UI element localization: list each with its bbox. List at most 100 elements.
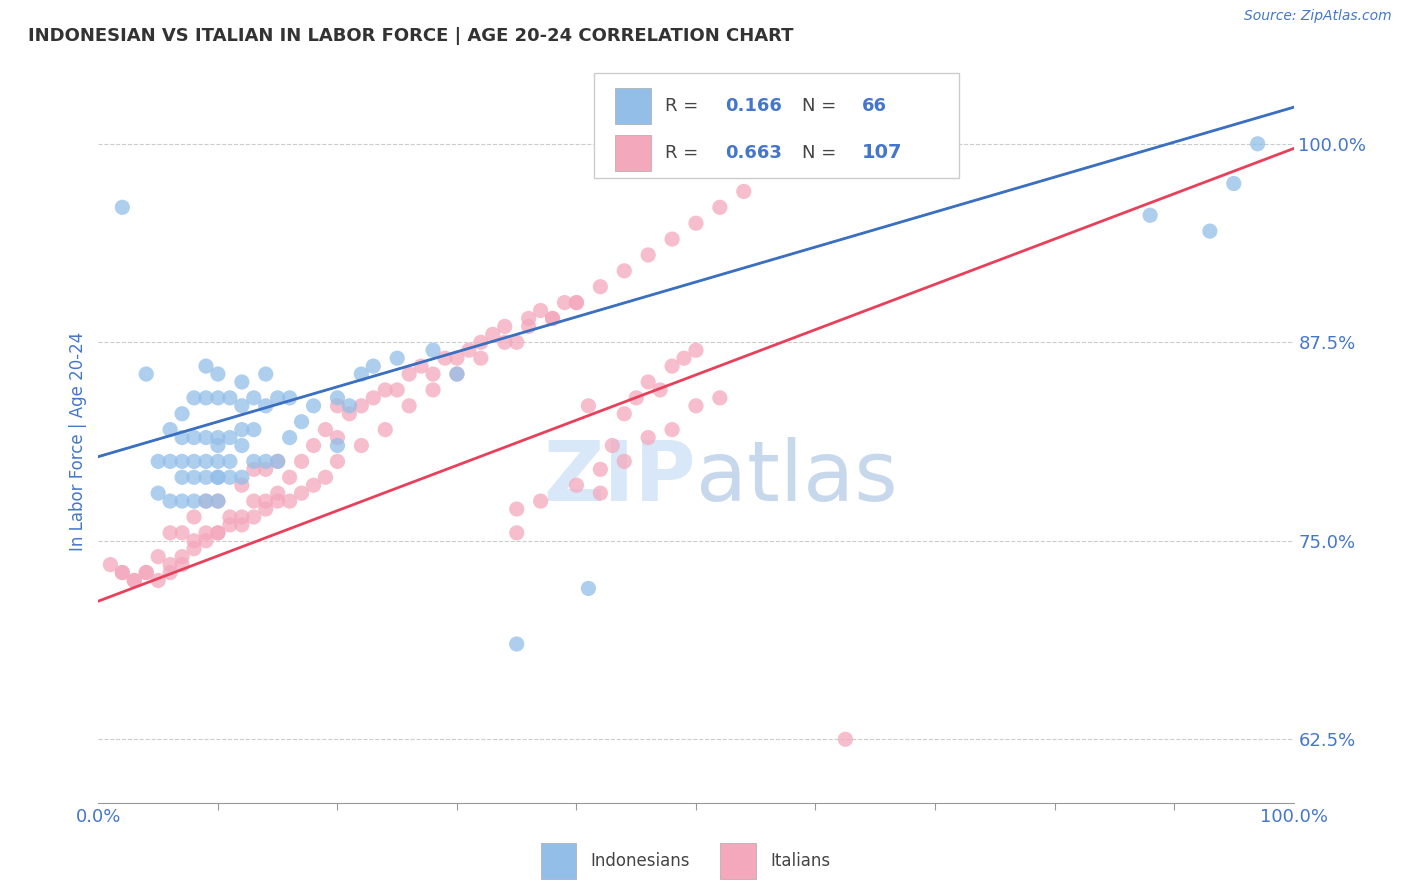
Point <box>243 391 266 405</box>
Point <box>219 510 242 524</box>
Point <box>183 431 205 445</box>
Point <box>565 295 588 310</box>
Point <box>207 525 229 540</box>
Point <box>243 462 266 476</box>
Point <box>195 525 218 540</box>
Point <box>195 533 218 548</box>
FancyBboxPatch shape <box>720 843 756 879</box>
Point <box>326 438 349 452</box>
Text: R =: R = <box>665 97 704 115</box>
Point <box>506 637 529 651</box>
Point <box>506 335 529 350</box>
Point <box>326 454 349 468</box>
Point <box>481 327 505 342</box>
Point <box>148 574 170 588</box>
Point <box>326 399 349 413</box>
Point <box>374 423 396 437</box>
Point <box>291 454 314 468</box>
Point <box>231 478 253 492</box>
Point <box>302 438 325 452</box>
Point <box>458 343 481 358</box>
Point <box>339 407 361 421</box>
Point <box>291 486 314 500</box>
Point <box>172 558 194 572</box>
Point <box>207 470 229 484</box>
Point <box>183 470 205 484</box>
Point <box>398 367 420 381</box>
Point <box>470 351 492 366</box>
Point <box>602 438 624 452</box>
Point <box>554 295 576 310</box>
Point <box>172 494 194 508</box>
Point <box>231 438 253 452</box>
Point <box>326 391 349 405</box>
Point <box>183 533 205 548</box>
Point <box>541 311 564 326</box>
Point <box>1223 177 1246 191</box>
Point <box>183 510 205 524</box>
Point <box>267 494 290 508</box>
Point <box>637 248 659 262</box>
Point <box>278 391 301 405</box>
Point <box>172 549 194 564</box>
Point <box>183 541 205 556</box>
Text: 66: 66 <box>862 97 887 115</box>
Point <box>685 216 707 230</box>
Point <box>267 486 290 500</box>
Point <box>530 303 553 318</box>
Point <box>1199 224 1222 238</box>
Point <box>159 558 181 572</box>
Point <box>207 494 229 508</box>
Point <box>172 407 194 421</box>
Point <box>195 391 218 405</box>
Point <box>159 525 181 540</box>
Point <box>315 470 337 484</box>
Point <box>302 399 325 413</box>
Point <box>159 454 181 468</box>
Point <box>278 494 301 508</box>
Point <box>422 367 444 381</box>
Point <box>385 383 409 397</box>
FancyBboxPatch shape <box>595 73 959 178</box>
Point <box>1247 136 1270 151</box>
Text: 0.663: 0.663 <box>724 144 782 161</box>
Point <box>446 367 468 381</box>
Point <box>111 566 134 580</box>
Point <box>434 351 457 366</box>
Point <box>411 359 433 373</box>
Point <box>315 423 337 437</box>
Point <box>494 335 516 350</box>
Point <box>148 549 170 564</box>
Point <box>148 486 170 500</box>
Point <box>589 279 612 293</box>
Point <box>363 359 385 373</box>
Point <box>254 454 277 468</box>
Point <box>267 454 290 468</box>
Point <box>446 351 468 366</box>
Point <box>124 574 146 588</box>
Point <box>172 431 194 445</box>
Point <box>613 264 636 278</box>
Point <box>183 391 205 405</box>
Point <box>195 454 218 468</box>
Point <box>172 454 194 468</box>
Point <box>350 399 373 413</box>
Point <box>834 732 856 747</box>
Point <box>135 566 157 580</box>
Text: Italians: Italians <box>770 852 830 870</box>
Point <box>183 454 205 468</box>
Point <box>231 375 253 389</box>
Point <box>231 517 253 532</box>
Point <box>637 375 659 389</box>
Text: atlas: atlas <box>696 437 897 518</box>
Text: ZIP: ZIP <box>544 437 696 518</box>
Point <box>363 391 385 405</box>
Point <box>339 399 361 413</box>
Point <box>422 343 444 358</box>
Point <box>219 431 242 445</box>
Text: R =: R = <box>665 144 704 161</box>
Point <box>254 399 277 413</box>
Point <box>709 200 731 214</box>
Point <box>673 351 696 366</box>
Point <box>422 383 444 397</box>
